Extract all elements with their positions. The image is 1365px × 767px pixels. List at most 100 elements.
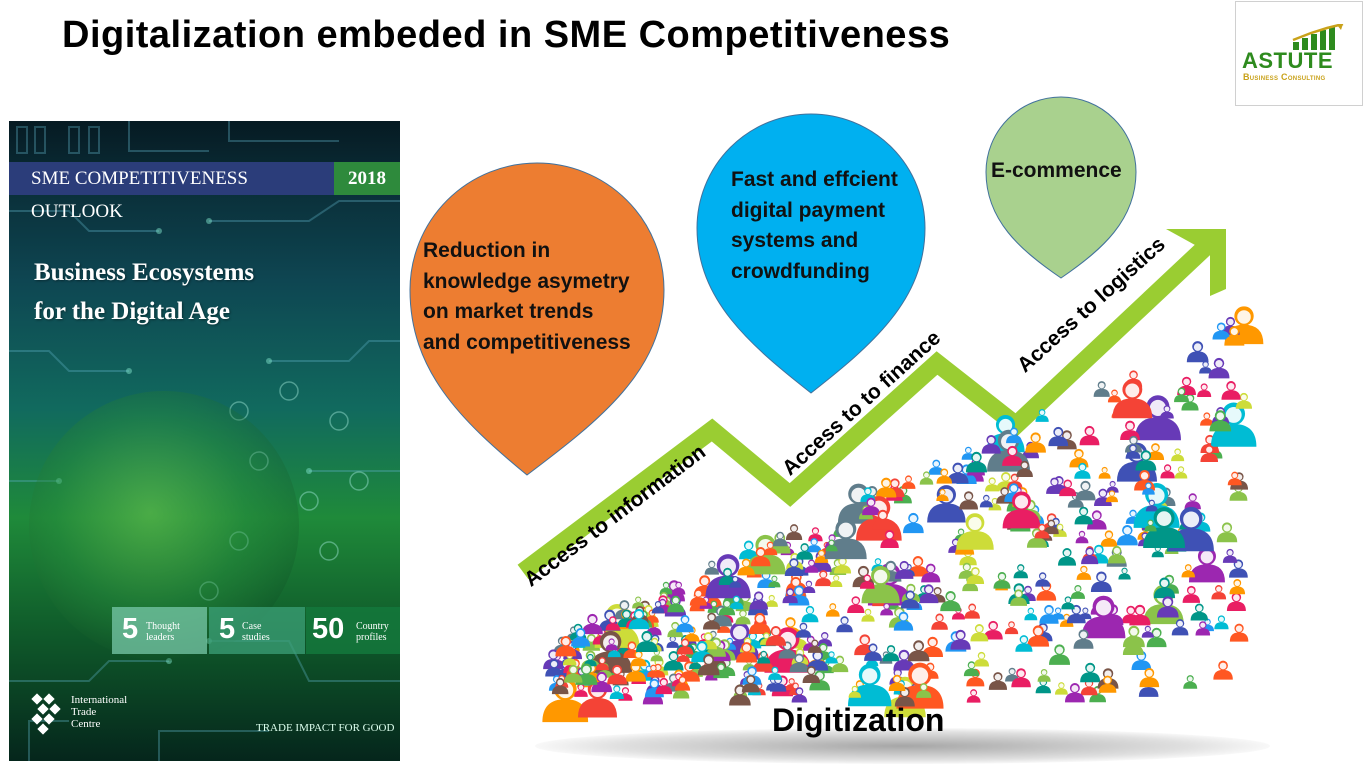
person-icon xyxy=(674,675,691,691)
person-icon xyxy=(830,574,843,587)
person-icon xyxy=(1105,490,1118,503)
person-icon xyxy=(1010,589,1028,606)
stat-country-profiles: 50 Country profiles xyxy=(306,607,400,654)
person-icon xyxy=(882,645,900,662)
person-icon xyxy=(1074,506,1093,525)
person-icon xyxy=(1145,499,1158,512)
person-icon xyxy=(795,622,812,638)
person-icon xyxy=(574,683,588,697)
person-icon xyxy=(1048,426,1069,447)
person-icon xyxy=(936,468,953,484)
person-icon xyxy=(782,588,798,604)
person-icon xyxy=(919,471,934,485)
person-icon xyxy=(1043,519,1059,535)
person-icon xyxy=(1213,660,1233,680)
person-icon xyxy=(919,584,939,604)
person-icon xyxy=(663,650,684,671)
person-icon xyxy=(564,664,583,683)
person-icon xyxy=(965,451,988,473)
person-icon xyxy=(1209,410,1232,432)
pin-orange xyxy=(409,162,665,476)
person-icon xyxy=(1011,668,1031,688)
astute-logo: ASTUTE Business Consulting xyxy=(1235,1,1363,106)
person-icon xyxy=(1222,548,1238,563)
person-icon xyxy=(1006,427,1022,444)
person-icon xyxy=(647,664,660,677)
person-icon xyxy=(1093,381,1110,397)
person-icon xyxy=(791,687,808,703)
stat-number: 5 xyxy=(122,613,139,645)
person-icon xyxy=(689,588,707,606)
person-icon xyxy=(1235,392,1253,409)
person-icon xyxy=(1174,466,1188,479)
person-icon xyxy=(1081,547,1099,565)
person-icon xyxy=(1156,596,1179,618)
person-icon xyxy=(1107,389,1122,403)
person-icon xyxy=(880,602,894,616)
person-icon xyxy=(1139,667,1160,688)
person-icon xyxy=(1016,460,1033,477)
pin-text-information: Reduction in knowledge asymetry on market … xyxy=(423,239,631,354)
person-icon xyxy=(936,488,949,501)
person-icon xyxy=(1112,379,1153,419)
person-icon xyxy=(595,657,609,671)
person-icon xyxy=(1064,683,1085,703)
person-icon xyxy=(735,609,751,625)
person-icon xyxy=(1081,595,1126,639)
person-icon xyxy=(981,434,1001,454)
person-icon xyxy=(973,651,990,667)
person-icon xyxy=(1142,482,1155,495)
person-icon xyxy=(1171,448,1185,462)
publisher-name: International Trade Centre xyxy=(71,694,128,730)
person-icon xyxy=(1107,545,1126,564)
person-icon xyxy=(860,487,876,502)
person-icon xyxy=(704,560,719,575)
person-icon xyxy=(1186,341,1209,363)
person-icon xyxy=(651,600,665,614)
person-icon xyxy=(628,608,650,630)
person-icon xyxy=(1035,572,1051,587)
person-icon xyxy=(1181,564,1195,578)
person-icon xyxy=(966,689,981,703)
person-icon xyxy=(1227,471,1242,486)
person-icon xyxy=(667,595,685,613)
person-icon xyxy=(607,664,628,685)
person-icon xyxy=(1086,510,1107,530)
person-icon xyxy=(1079,425,1100,446)
stat-label: Country profiles xyxy=(356,621,389,643)
person-icon xyxy=(741,674,760,693)
person-icon xyxy=(1054,682,1068,695)
stat-number: 50 xyxy=(312,613,345,645)
person-icon xyxy=(555,635,577,657)
person-icon xyxy=(1075,530,1089,544)
person-icon xyxy=(1116,524,1138,546)
person-icon xyxy=(1199,360,1212,374)
person-icon xyxy=(785,524,803,541)
person-icon xyxy=(1076,565,1092,580)
person-icon xyxy=(768,666,782,680)
person-icon xyxy=(1027,625,1050,647)
person-icon xyxy=(1200,412,1214,426)
person-icon xyxy=(940,590,961,612)
stat-label: Case studies xyxy=(242,621,270,643)
person-icon xyxy=(927,485,966,523)
stat-thought-leaders: 5 Thought leaders xyxy=(112,607,207,654)
person-icon xyxy=(1053,523,1067,537)
pin-text-ecommerce: E-commence xyxy=(991,159,1122,182)
person-icon xyxy=(802,580,816,594)
pin-blue xyxy=(696,113,926,394)
person-icon xyxy=(1075,480,1096,501)
growth-arrow-icon xyxy=(517,233,1220,580)
person-icon xyxy=(950,629,971,650)
person-icon xyxy=(979,494,993,508)
person-icon xyxy=(1214,615,1229,630)
person-icon xyxy=(1135,450,1157,471)
person-icon xyxy=(1080,662,1101,683)
person-icon xyxy=(551,677,569,695)
person-icon xyxy=(765,625,787,646)
person-icon xyxy=(1208,357,1230,379)
person-icon xyxy=(796,543,814,560)
person-icon xyxy=(901,475,916,489)
person-icon xyxy=(736,642,758,663)
